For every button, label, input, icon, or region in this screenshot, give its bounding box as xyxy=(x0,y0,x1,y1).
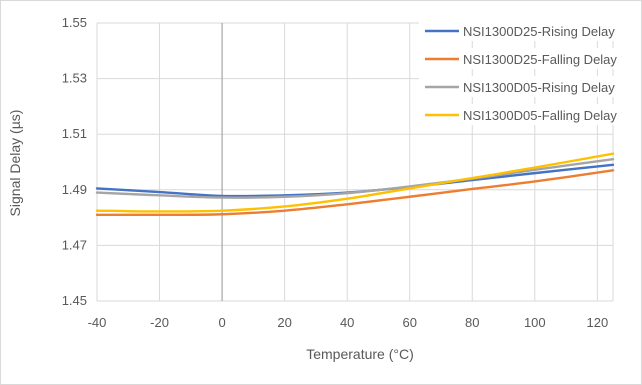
legend-entry: NSI1300D25-Rising Delay xyxy=(463,24,615,39)
y-axis-title: Signal Delay (µs) xyxy=(7,110,23,217)
x-tick-label: 0 xyxy=(218,315,225,330)
legend-entry: NSI1300D25-Falling Delay xyxy=(463,52,617,67)
y-tick-label: 1.51 xyxy=(62,126,87,141)
y-tick-label: 1.53 xyxy=(62,71,87,86)
y-tick-label: 1.49 xyxy=(62,182,87,197)
series-lines xyxy=(95,152,615,217)
x-tick-label: -40 xyxy=(88,315,107,330)
legend-background xyxy=(419,76,633,97)
legend-entry: NSI1300D05-Falling Delay xyxy=(463,108,617,123)
legend: NSI1300D25-Rising Delay NSI1300D25-Fallin… xyxy=(419,20,633,125)
x-tick-label: 40 xyxy=(340,315,354,330)
x-tick-label: 20 xyxy=(277,315,291,330)
legend-background xyxy=(419,104,633,125)
y-tick-label: 1.45 xyxy=(62,293,87,308)
x-axis-title: Temperature (°C) xyxy=(306,346,414,362)
x-tick-label: 80 xyxy=(465,315,479,330)
legend-background xyxy=(419,48,633,69)
y-tick-label: 1.47 xyxy=(62,237,87,252)
x-tick-label: 120 xyxy=(587,315,609,330)
legend-entry: NSI1300D05-Rising Delay xyxy=(463,80,615,95)
x-tick-labels: -40 -20 0 20 40 60 80 100 120 xyxy=(88,315,609,330)
y-tick-labels: 1.45 1.47 1.49 1.51 1.53 1.55 xyxy=(62,15,87,308)
x-tick-label: 100 xyxy=(524,315,546,330)
series-line-3 xyxy=(95,158,615,199)
gridlines xyxy=(96,22,614,302)
legend-background xyxy=(419,20,633,41)
x-tick-label: 60 xyxy=(402,315,416,330)
x-tick-label: -20 xyxy=(150,315,169,330)
series-line-4 xyxy=(95,152,615,213)
y-tick-label: 1.55 xyxy=(62,15,87,30)
series-line-2 xyxy=(95,169,615,217)
